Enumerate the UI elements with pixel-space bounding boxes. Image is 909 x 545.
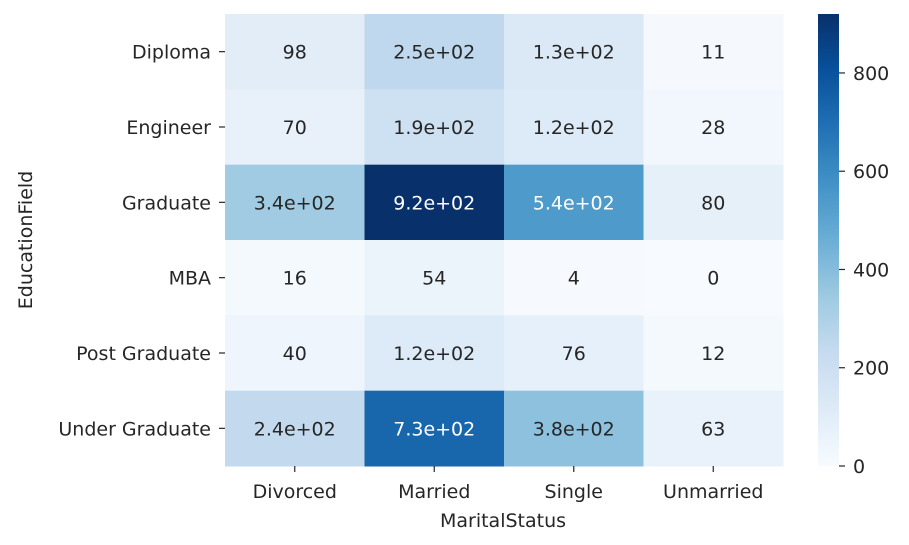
heatmap-cell xyxy=(225,89,365,166)
y-axis-label: EducationField xyxy=(15,171,37,309)
heatmap-cell xyxy=(643,164,784,241)
cell-value-label: 70 xyxy=(283,117,307,139)
cell-value-label: 7.3e+02 xyxy=(393,418,475,440)
colorbar-ticks: 0 200 400 600 800 xyxy=(839,63,889,478)
heatmap-cell xyxy=(643,89,784,166)
cell-value-label: 1.3e+02 xyxy=(533,42,615,64)
y-axis-ticks: Diploma Engineer Graduate MBA Post Graduate U… xyxy=(58,42,225,440)
cell-value-label: 4 xyxy=(568,268,580,290)
colorbar-tick-label: 0 xyxy=(853,456,865,478)
x-tick-label: Unmarried xyxy=(663,481,763,503)
heatmap-cell xyxy=(643,390,784,467)
cell-value-label: 3.8e+02 xyxy=(533,418,615,440)
colorbar-tick-label: 800 xyxy=(853,63,889,85)
cell-value-label: 12 xyxy=(701,343,725,365)
cell-value-label: 5.4e+02 xyxy=(533,192,615,214)
cell-value-label: 0 xyxy=(707,268,719,290)
cell-value-label: 98 xyxy=(283,42,307,64)
y-tick-label: MBA xyxy=(169,268,211,290)
heatmap-cell xyxy=(643,315,784,392)
cell-value-label: 76 xyxy=(562,343,586,365)
y-tick-label: Post Graduate xyxy=(76,343,211,365)
y-tick-label: Under Graduate xyxy=(58,418,211,440)
heatmap-cell xyxy=(504,240,644,316)
colorbar-tick-label: 200 xyxy=(853,358,889,380)
cell-value-label: 80 xyxy=(701,192,725,214)
x-tick-label: Single xyxy=(545,481,603,503)
x-axis-ticks: Divorced Married Single Unmarried xyxy=(253,466,763,503)
heatmap-cell xyxy=(504,89,644,166)
x-axis-label: MaritalStatus xyxy=(440,510,566,532)
y-tick-label: Diploma xyxy=(132,42,211,64)
heatmap-cell xyxy=(225,390,365,467)
heatmap-cell xyxy=(504,315,644,392)
cell-value-label: 1.2e+02 xyxy=(393,343,475,365)
heatmap-cell xyxy=(364,89,505,166)
cell-value-label: 3.4e+02 xyxy=(254,192,336,214)
cell-value-label: 28 xyxy=(701,117,725,139)
colorbar-tick-label: 400 xyxy=(853,259,889,281)
cell-value-label: 63 xyxy=(701,418,725,440)
heatmap-cells: 98 2.5e+02 1.3e+02 11 70 1.9e+02 1.2e+02 28 3.4e… xyxy=(225,14,784,467)
heatmap-cell xyxy=(364,240,505,316)
cell-value-label: 11 xyxy=(701,42,725,64)
heatmap-cell xyxy=(504,14,644,90)
colorbar xyxy=(818,14,839,466)
heatmap-cell xyxy=(504,390,644,467)
heatmap-cell xyxy=(643,14,784,90)
cell-value-label: 54 xyxy=(422,268,446,290)
heatmap-cell xyxy=(643,240,784,316)
heatmap-cell xyxy=(225,315,365,392)
cell-value-label: 16 xyxy=(283,268,307,290)
cell-value-label: 40 xyxy=(283,343,307,365)
heatmap-cell xyxy=(504,164,644,241)
heatmap-cell xyxy=(364,14,505,90)
cell-value-label: 1.2e+02 xyxy=(533,117,615,139)
cell-value-label: 1.9e+02 xyxy=(393,117,475,139)
y-tick-label: Engineer xyxy=(126,117,211,139)
heatmap-cell xyxy=(364,390,505,467)
cell-value-label: 2.5e+02 xyxy=(393,42,475,64)
heatmap-cell xyxy=(225,14,365,90)
y-tick-label: Graduate xyxy=(122,192,211,214)
x-tick-label: Divorced xyxy=(253,481,337,503)
heatmap-cell xyxy=(364,315,505,392)
heatmap-cell xyxy=(225,164,365,241)
heatmap-cell xyxy=(364,164,505,241)
cell-value-label: 2.4e+02 xyxy=(254,418,336,440)
cell-value-label: 9.2e+02 xyxy=(393,192,475,214)
heatmap-cell xyxy=(225,240,365,316)
colorbar-tick-label: 600 xyxy=(853,161,889,183)
x-tick-label: Married xyxy=(398,481,470,503)
